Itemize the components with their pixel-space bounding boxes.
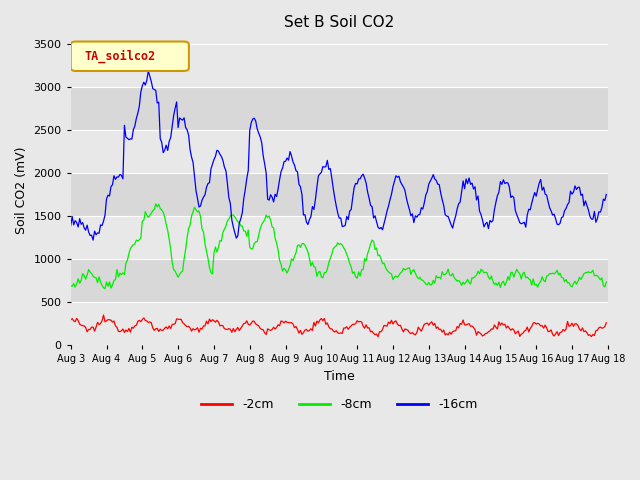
X-axis label: Time: Time (324, 370, 355, 383)
Title: Set B Soil CO2: Set B Soil CO2 (284, 15, 394, 30)
Bar (70, 302, 608, 345)
Text: TA_soilco2: TA_soilco2 (84, 49, 156, 63)
Bar (70, 130, 608, 173)
Legend: -2cm, -8cm, -16cm: -2cm, -8cm, -16cm (196, 394, 483, 417)
FancyBboxPatch shape (70, 42, 189, 71)
Bar (70, 87, 608, 130)
Y-axis label: Soil CO2 (mV): Soil CO2 (mV) (15, 146, 28, 234)
Bar (70, 44, 608, 87)
Bar (70, 259, 608, 302)
Bar (70, 173, 608, 216)
Bar (70, 216, 608, 259)
